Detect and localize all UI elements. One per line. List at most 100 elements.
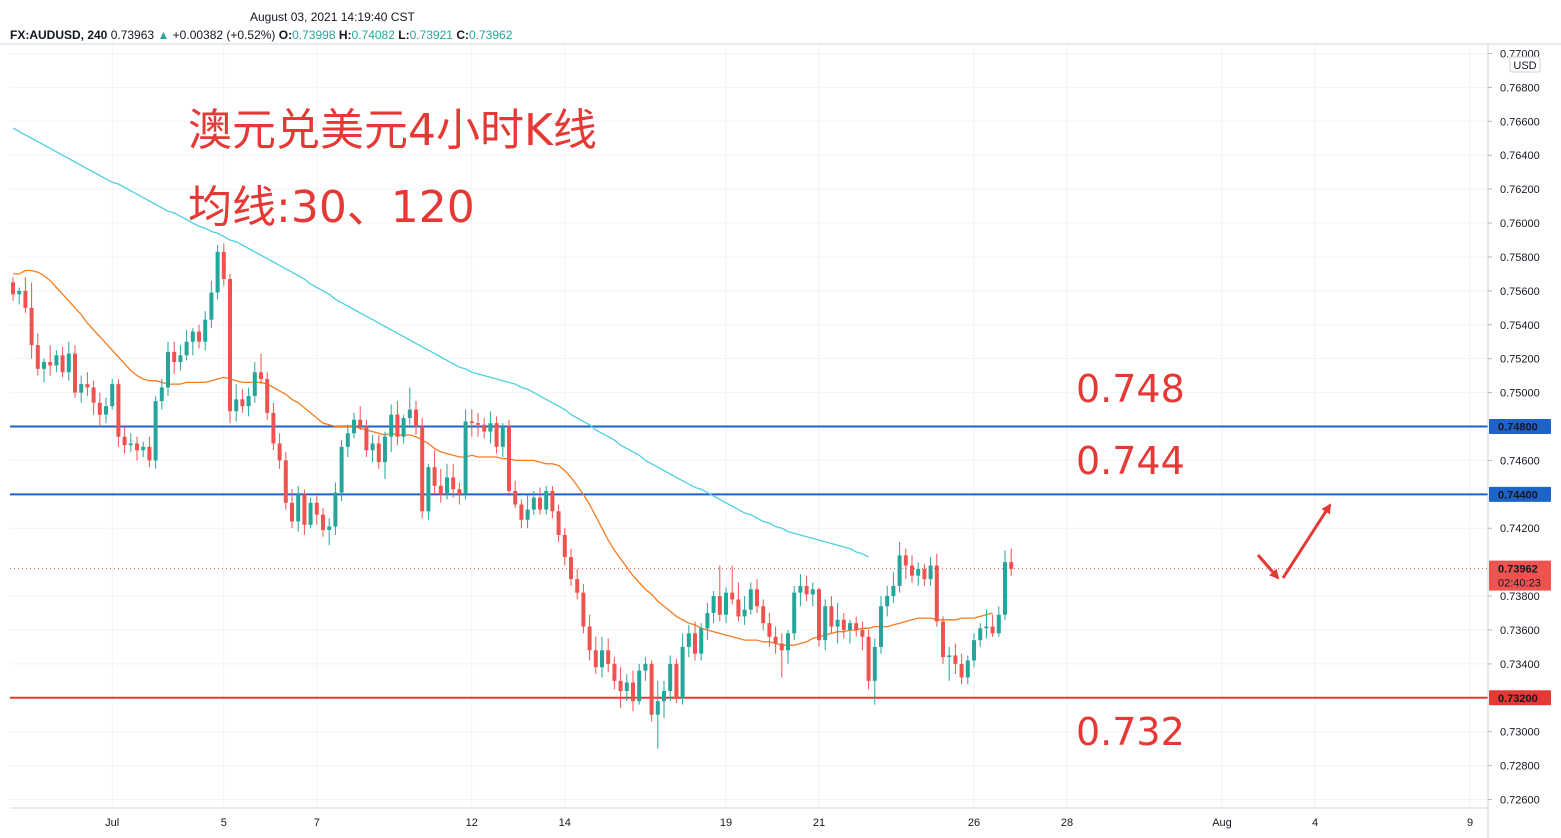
candle-body: [110, 384, 115, 407]
candle: [711, 590, 716, 624]
candle-body: [779, 643, 784, 651]
candle-body: [215, 251, 220, 293]
candle-body: [903, 555, 908, 566]
y-tick-label: 0.73400: [1500, 659, 1540, 671]
candle-body: [612, 663, 617, 681]
candle: [823, 599, 828, 651]
ma-periods-text: 均线:30、120: [188, 182, 475, 233]
candle-body: [401, 418, 406, 437]
candle: [786, 629, 790, 664]
candle: [798, 574, 803, 607]
candle: [941, 616, 945, 664]
candle: [110, 379, 115, 410]
candle-body: [482, 424, 487, 432]
candle: [730, 565, 735, 605]
candle-body: [48, 362, 53, 366]
y-tick-label: 0.76200: [1500, 184, 1540, 196]
candle-body: [153, 401, 158, 461]
y-tick-label: 0.75400: [1500, 320, 1540, 332]
candle: [42, 358, 46, 383]
currency-badge[interactable]: USD: [1509, 56, 1541, 73]
candle-body: [786, 633, 790, 651]
candle-body: [321, 514, 325, 530]
price-axis[interactable]: 0.770000.768000.766000.764000.762000.760…: [1488, 48, 1540, 807]
candle-body: [308, 502, 313, 525]
candle-body: [891, 585, 896, 597]
candle: [600, 636, 604, 678]
candle: [835, 602, 840, 644]
candle-body: [538, 497, 542, 510]
candle-body: [649, 663, 654, 715]
candle-body: [544, 490, 549, 510]
candle: [544, 485, 549, 515]
candle-body: [792, 592, 797, 634]
tag-732: 0.73200: [1489, 690, 1551, 706]
candles: [11, 243, 1014, 749]
candle-body: [1009, 562, 1014, 569]
symbol-label[interactable]: FX:AUDUSD, 240: [10, 28, 108, 42]
candle: [476, 412, 480, 437]
candle: [637, 663, 642, 705]
time-axis[interactable]: Jul 5 7 12 14 19 21 26 28 Aug 4 9: [105, 817, 1473, 829]
y-tick-label: 0.76600: [1500, 116, 1540, 128]
candle-body: [916, 568, 921, 576]
candle-body: [389, 414, 394, 437]
candle: [525, 494, 530, 529]
y-tick-label: 0.76400: [1500, 150, 1540, 162]
candle: [438, 468, 443, 503]
candle-body: [674, 663, 679, 698]
candle-body: [773, 636, 778, 644]
candle-body: [525, 509, 530, 520]
candle-body: [469, 421, 474, 424]
y-tick-label: 0.76000: [1500, 218, 1540, 230]
y-tick-label: 0.74600: [1500, 455, 1540, 467]
candle: [575, 568, 580, 600]
candle: [414, 401, 418, 435]
candle-body: [135, 443, 139, 451]
down-arrow-icon: [1256, 554, 1280, 580]
level-732-label: 0.732: [1076, 710, 1185, 754]
candle: [370, 434, 375, 463]
candle: [662, 680, 666, 719]
candle: [916, 562, 921, 586]
candle: [228, 273, 232, 424]
candle: [11, 277, 15, 302]
candle: [947, 646, 952, 681]
candle-body: [302, 494, 307, 525]
candle-body: [761, 606, 766, 624]
candle-body: [358, 419, 363, 427]
x-tick-label: 26: [968, 817, 980, 829]
candle-body: [748, 589, 753, 610]
candle: [972, 633, 976, 668]
candle: [314, 494, 319, 525]
candle-body: [488, 423, 493, 432]
candle-body: [817, 589, 821, 641]
candle: [953, 643, 958, 675]
candle: [686, 624, 691, 658]
candle: [872, 638, 877, 705]
candle: [153, 395, 158, 469]
candle: [116, 379, 121, 447]
candle-body: [910, 565, 914, 576]
candle: [358, 406, 363, 430]
candle: [234, 384, 239, 422]
candle-body: [339, 446, 344, 493]
candle-body: [730, 592, 735, 600]
open-label: O:: [278, 28, 293, 42]
candle-body: [717, 596, 722, 615]
candle-body: [376, 443, 381, 463]
candle: [897, 541, 902, 593]
candle: [395, 401, 400, 446]
candle: [457, 482, 462, 505]
candle-body: [11, 282, 15, 295]
level-748-label: 0.748: [1076, 367, 1185, 411]
candle: [631, 670, 635, 712]
candle-body: [624, 682, 629, 692]
y-tick-label: 0.73000: [1500, 727, 1540, 739]
candle-body: [513, 490, 518, 505]
candle: [203, 311, 208, 351]
candle: [339, 440, 344, 502]
candle-body: [116, 384, 121, 437]
